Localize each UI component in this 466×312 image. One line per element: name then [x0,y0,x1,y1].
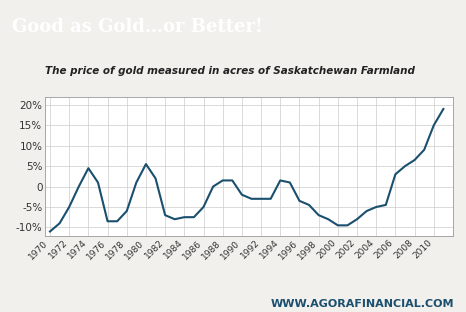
Text: Good as Gold…or Better!: Good as Gold…or Better! [12,18,262,37]
Text: The price of gold measured in acres of Saskatchewan Farmland: The price of gold measured in acres of S… [45,66,415,76]
Text: WWW.AGORAFINANCIAL.COM: WWW.AGORAFINANCIAL.COM [271,299,454,309]
